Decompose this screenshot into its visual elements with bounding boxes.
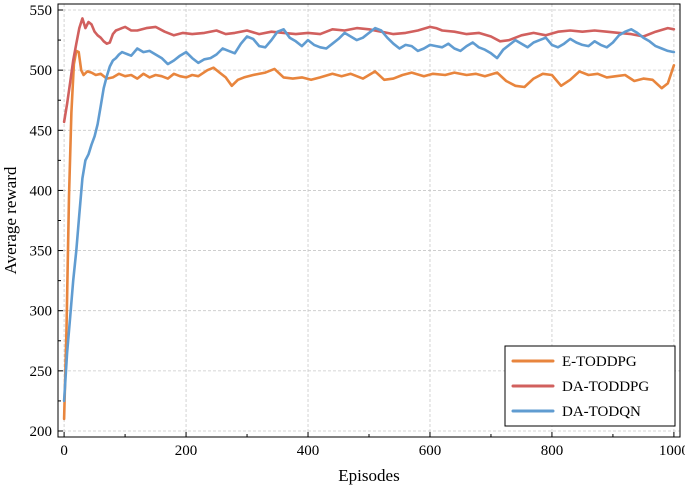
x-tick-label: 0: [60, 443, 68, 459]
y-tick-label: 400: [30, 183, 53, 199]
y-tick-label: 250: [30, 364, 53, 380]
axis-ticks: 0 200 400 600 800 1000 200 250 300 350 400 450 500 55…: [30, 3, 685, 459]
x-tick-label: 800: [541, 443, 564, 459]
series-lines: [62, 17, 676, 421]
y-tick-label: 350: [30, 244, 53, 260]
x-tick-label: 600: [419, 443, 442, 459]
y-tick-label: 200: [30, 424, 53, 440]
y-tick-label: 300: [30, 304, 53, 320]
series-line-da-todqn: [62, 26, 676, 403]
x-tick-label: 1000: [659, 443, 685, 459]
y-tick-label: 450: [30, 123, 53, 139]
y-tick-label: 550: [30, 3, 53, 19]
x-axis-label: Episodes: [338, 466, 399, 485]
x-tick-label: 400: [297, 443, 320, 459]
y-tick-label: 500: [30, 63, 53, 79]
series-line-e-toddpg: [62, 49, 676, 421]
series-line-da-toddpg: [62, 17, 676, 124]
legend-label: DA-TODDPG: [562, 379, 649, 395]
grid-lines: [58, 4, 680, 437]
legend-label: DA-TODQN: [562, 404, 641, 420]
legend-label: E-TODDPG: [562, 354, 637, 370]
legend: E-TODDPG DA-TODDPG DA-TODQN: [504, 345, 676, 427]
y-axis-label: Average reward: [1, 166, 20, 274]
x-tick-label: 200: [175, 443, 198, 459]
